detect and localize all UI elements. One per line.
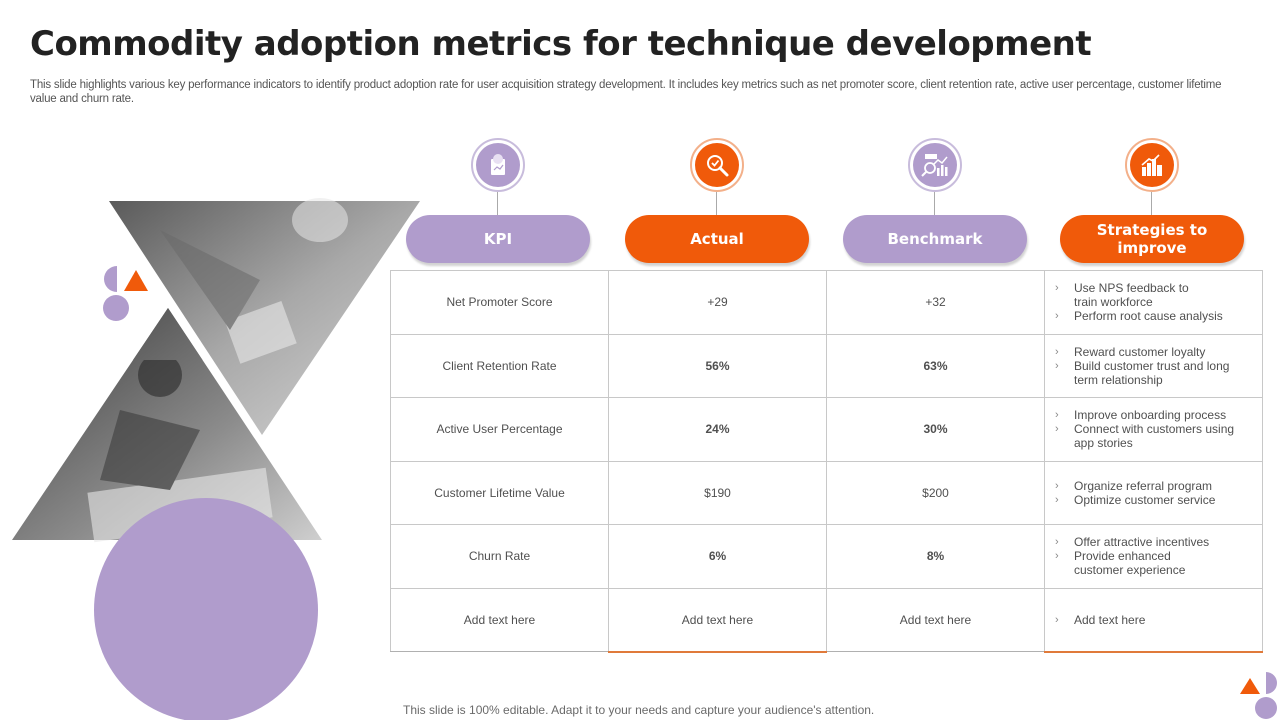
benchmark-cell: +32: [826, 270, 1045, 335]
table-row: Active User Percentage 24% 30% › Improve onb…: [390, 397, 1263, 462]
growth-bars-icon: [1130, 143, 1174, 187]
strategy-bullet: › Organize referral program: [1055, 479, 1262, 493]
strategy-text-continued: customer experience: [1074, 563, 1186, 578]
benchmark-cell: 30%: [826, 397, 1045, 462]
photo-top-details: [160, 198, 348, 364]
analytics-chart-icon: [913, 143, 957, 187]
strategy-text: Perform root cause analysis: [1074, 309, 1223, 324]
strategy-bullet: › Perform root cause analysis: [1055, 309, 1262, 323]
header-benchmark: Benchmark: [843, 138, 1027, 268]
strategy-bullet: › Provide enhanced: [1055, 549, 1262, 563]
strategy-text: Reward customer loyalty: [1074, 344, 1206, 359]
strategy-text: Add text here: [1074, 612, 1146, 627]
corner-decor: [1240, 672, 1277, 719]
strategy-text-continued: train workforce: [1074, 295, 1153, 310]
strategy-bullet: › Connect with customers using: [1055, 422, 1262, 436]
strategies-cell: › Add text here: [1044, 587, 1263, 653]
benchmark-cell: $200: [826, 460, 1045, 525]
clipboard-chart-icon: [476, 143, 520, 187]
strategy-bullet: › Use NPS feedback to: [1055, 281, 1262, 295]
strategy-bullet: › Build customer trust and long: [1055, 359, 1262, 373]
strategies-cell: › Improve onboarding process › Connect with…: [1044, 397, 1263, 462]
strategy-text: Organize referral program: [1074, 478, 1213, 493]
actual-header-pill: Actual: [625, 215, 809, 263]
header-actual: Actual: [625, 138, 809, 268]
large-purple-circle: [94, 498, 318, 720]
corner-half-circle: [1266, 672, 1277, 694]
chevron-right-icon: ›: [1055, 423, 1059, 436]
kpi-cell: Add text here: [390, 587, 609, 652]
strategy-text: Optimize customer service: [1074, 492, 1216, 507]
actual-cell: +29: [608, 270, 827, 335]
strategies-cell: › Reward customer loyalty › Build customer …: [1044, 333, 1263, 398]
kpi-table: Net Promoter Score +29 +32 › Use NPS feedbac…: [390, 270, 1263, 653]
strategy-bullet: › Improve onboarding process: [1055, 408, 1262, 422]
header-kpi: KPI: [406, 138, 590, 268]
strategy-bullet: › Add text here: [1055, 613, 1262, 627]
benchmark-cell: Add text here: [826, 587, 1045, 652]
footer-note: This slide is 100% editable. Adapt it to…: [403, 703, 875, 717]
strategy-text-continued: app stories: [1074, 436, 1133, 451]
strategy-text: Use NPS feedback to: [1074, 281, 1189, 296]
actual-cell: $190: [608, 460, 827, 525]
chevron-right-icon: ›: [1055, 550, 1059, 563]
benchmark-header-pill: Benchmark: [843, 215, 1027, 263]
kpi-cell: Churn Rate: [390, 524, 609, 589]
actual-cell: 56%: [608, 333, 827, 398]
chevron-right-icon: ›: [1055, 310, 1059, 323]
kpi-header-pill: KPI: [406, 215, 590, 263]
actual-cell: 6%: [608, 524, 827, 589]
strategy-text: Provide enhanced: [1074, 549, 1171, 564]
strategy-bullet: › Optimize customer service: [1055, 493, 1262, 507]
chevron-right-icon: ›: [1055, 359, 1059, 372]
strategy-text: Offer attractive incentives: [1074, 535, 1210, 550]
header-strategies: Strategies to improve: [1060, 138, 1244, 268]
table-row: Add text here Add text here Add text here ›…: [390, 587, 1263, 653]
decor-shapes: [103, 266, 148, 321]
chevron-right-icon: ›: [1055, 345, 1059, 358]
actual-cell: 24%: [608, 397, 827, 462]
chevron-right-icon: ›: [1055, 493, 1059, 506]
strategy-text: Improve onboarding process: [1074, 408, 1227, 423]
strategy-bullet: › Reward customer loyalty: [1055, 345, 1262, 359]
table-row: Client Retention Rate 56% 63% › Reward custo…: [390, 333, 1263, 398]
benchmark-cell: 8%: [826, 524, 1045, 589]
corner-circle: [1255, 697, 1277, 719]
magnifier-check-icon: [695, 143, 739, 187]
strategy-text: Connect with customers using: [1074, 422, 1235, 437]
actual-cell: Add text here: [608, 587, 827, 653]
strategies-cell: › Offer attractive incentives › Provide enh…: [1044, 524, 1263, 589]
kpi-cell: Net Promoter Score: [390, 270, 609, 335]
chevron-right-icon: ›: [1055, 409, 1059, 422]
strategy-text-continued: term relationship: [1074, 372, 1163, 387]
slide-title: Commodity adoption metrics for technique…: [30, 24, 1092, 64]
strategies-header-pill: Strategies to improve: [1060, 215, 1244, 263]
chevron-right-icon: ›: [1055, 613, 1059, 626]
table-row: Net Promoter Score +29 +32 › Use NPS feedbac…: [390, 270, 1263, 335]
table-row: Churn Rate 6% 8% › Offer attractive incentiv…: [390, 524, 1263, 589]
kpi-cell: Client Retention Rate: [390, 333, 609, 398]
strategies-cell: › Organize referral program › Optimize cust…: [1044, 460, 1263, 525]
photo-collage: [12, 198, 420, 720]
slide-subtitle: This slide highlights various key perfor…: [30, 79, 1222, 105]
table-row: Customer Lifetime Value $190 $200 › Organize…: [390, 460, 1263, 525]
kpi-cell: Customer Lifetime Value: [390, 460, 609, 525]
chevron-right-icon: ›: [1055, 536, 1059, 549]
strategy-bullet: › Offer attractive incentives: [1055, 535, 1262, 549]
chevron-right-icon: ›: [1055, 479, 1059, 492]
chevron-right-icon: ›: [1055, 282, 1059, 295]
benchmark-cell: 63%: [826, 333, 1045, 398]
corner-triangle: [1240, 678, 1260, 694]
strategy-text: Build customer trust and long: [1074, 358, 1230, 373]
strategies-cell: › Use NPS feedback to train workforce › Perf…: [1044, 270, 1263, 335]
kpi-cell: Active User Percentage: [390, 397, 609, 462]
